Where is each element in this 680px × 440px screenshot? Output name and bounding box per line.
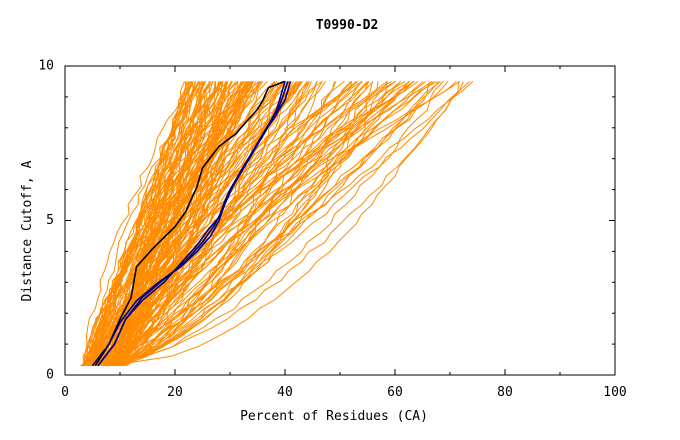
x-tick-label: 0 bbox=[61, 385, 69, 400]
x-tick-label: 40 bbox=[277, 385, 293, 400]
chart-title: T0990-D2 bbox=[316, 18, 379, 33]
plot-frame bbox=[64, 65, 616, 376]
y-tick-label: 5 bbox=[46, 213, 54, 228]
highlight-curves bbox=[91, 80, 292, 367]
y-ticks: 0 5 10 bbox=[38, 59, 615, 383]
model-curve bbox=[110, 81, 459, 367]
model-curve bbox=[101, 81, 353, 367]
x-tick-label: 60 bbox=[387, 385, 403, 400]
x-ticks: 0 20 40 60 80 100 bbox=[61, 66, 627, 400]
model-curve bbox=[126, 81, 410, 367]
model-curve bbox=[116, 81, 222, 366]
model-curve bbox=[82, 81, 188, 366]
y-tick-label: 10 bbox=[38, 59, 54, 74]
model-curve bbox=[112, 81, 203, 366]
model-curve bbox=[92, 81, 464, 367]
model-curve bbox=[95, 81, 457, 367]
x-tick-label: 80 bbox=[497, 385, 513, 400]
model-curve bbox=[80, 81, 379, 367]
model-curve bbox=[116, 81, 242, 367]
model-curve bbox=[123, 81, 229, 366]
model-curve bbox=[82, 81, 219, 367]
highlight-curve-3 bbox=[91, 81, 286, 367]
highlight-curve-2 bbox=[97, 81, 289, 367]
x-tick-label: 20 bbox=[167, 385, 183, 400]
model-curve bbox=[120, 81, 353, 366]
model-curve bbox=[120, 81, 426, 367]
model-curves bbox=[80, 80, 474, 367]
y-axis-label: Distance Cutoff, A bbox=[20, 160, 35, 301]
model-curve bbox=[99, 81, 474, 367]
y-tick-label: 0 bbox=[46, 368, 54, 383]
model-curve bbox=[112, 81, 253, 366]
model-curve bbox=[92, 81, 255, 366]
model-curve bbox=[90, 81, 196, 366]
model-curve bbox=[87, 81, 191, 366]
x-tick-label: 100 bbox=[603, 385, 626, 400]
model-curve bbox=[112, 81, 276, 366]
highlight-curve-0 bbox=[94, 80, 286, 367]
model-curve bbox=[81, 81, 239, 367]
model-curve bbox=[107, 80, 396, 367]
model-curve bbox=[104, 81, 310, 367]
model-curve bbox=[105, 80, 438, 366]
model-curve bbox=[116, 81, 207, 366]
model-curve bbox=[111, 81, 402, 367]
model-curve bbox=[96, 81, 197, 366]
x-axis-label: Percent of Residues (CA) bbox=[240, 409, 428, 424]
model-curve bbox=[123, 81, 310, 367]
model-curve bbox=[81, 80, 461, 366]
model-curve bbox=[119, 81, 290, 366]
model-curve bbox=[110, 80, 435, 367]
model-curve bbox=[124, 81, 370, 367]
model-curve bbox=[113, 81, 471, 367]
model-curve bbox=[107, 81, 308, 367]
model-curve bbox=[117, 81, 193, 366]
model-curve bbox=[112, 81, 192, 366]
model-curve bbox=[91, 81, 388, 367]
model-curve bbox=[105, 81, 449, 367]
model-curve bbox=[109, 81, 389, 367]
model-curve bbox=[90, 81, 244, 366]
model-curve bbox=[89, 81, 291, 367]
model-curve bbox=[90, 80, 415, 366]
